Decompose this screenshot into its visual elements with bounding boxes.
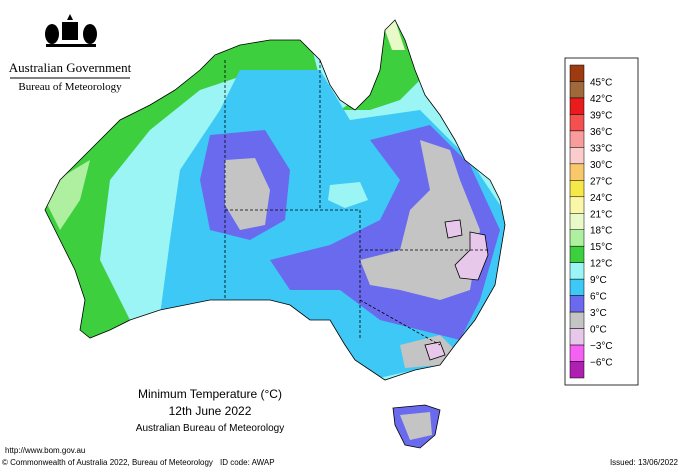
legend-swatch: [569, 64, 585, 82]
legend-swatch: [569, 295, 585, 313]
legend-swatch: [569, 130, 585, 148]
legend-label: −6°C: [590, 358, 613, 369]
map-source: Australian Bureau of Meteorology: [136, 423, 284, 434]
borders: [44, 19, 506, 449]
legend: 45°C 42°C 39°C 36°C 33°C 30°C 27°C 24°C 21°C 18°C…: [564, 57, 639, 386]
legend-swatch: [569, 278, 585, 296]
legend-label: 24°C: [590, 193, 612, 204]
url: http://www.bom.gov.au: [5, 446, 85, 455]
issued: Issued: 13/06/2022: [610, 458, 679, 467]
legend-label: 45°C: [590, 77, 612, 88]
legend-label: 33°C: [590, 143, 612, 154]
government-name: Australian Government: [9, 60, 132, 75]
legend-swatch: [569, 311, 585, 329]
legend-swatch: [569, 196, 585, 214]
legend-swatch: [569, 344, 585, 362]
copyright: © Commonwealth of Australia 2022, Bureau…: [2, 458, 213, 467]
legend-label: 9°C: [590, 275, 607, 286]
id-code: ID code: AWAP: [220, 458, 275, 467]
legend-swatch: [569, 213, 585, 230]
legend-swatch: [569, 97, 585, 115]
legend-label: 21°C: [590, 209, 612, 220]
legend-swatch: [569, 114, 585, 132]
legend-label: 12°C: [590, 259, 612, 270]
legend-label: 30°C: [590, 160, 612, 171]
legend-label: 36°C: [590, 127, 612, 138]
agency-name: Bureau of Meteorology: [18, 81, 122, 93]
legend-swatch: [569, 328, 585, 346]
legend-swatch: [569, 163, 585, 181]
map-date: 12th June 2022: [169, 404, 252, 418]
legend-label: 42°C: [590, 94, 612, 105]
legend-label: 6°C: [590, 292, 607, 303]
legend-label: 27°C: [590, 176, 612, 187]
map-title: Minimum Temperature (°C): [138, 387, 282, 401]
legend-label: 18°C: [590, 226, 612, 237]
legend-swatch: [569, 229, 585, 247]
legend-swatch: [569, 180, 585, 198]
legend-label: 0°C: [590, 325, 607, 336]
legend-swatch: [569, 262, 585, 280]
legend-swatch: [569, 245, 585, 263]
legend-swatch: [569, 81, 585, 99]
legend-label: 39°C: [590, 110, 612, 121]
crest: [45, 14, 97, 47]
legend-label: 15°C: [590, 242, 612, 253]
legend-label: 3°C: [590, 308, 607, 319]
legend-swatch: [569, 361, 585, 379]
legend-swatch: [569, 147, 585, 165]
legend-label: −3°C: [590, 341, 613, 352]
